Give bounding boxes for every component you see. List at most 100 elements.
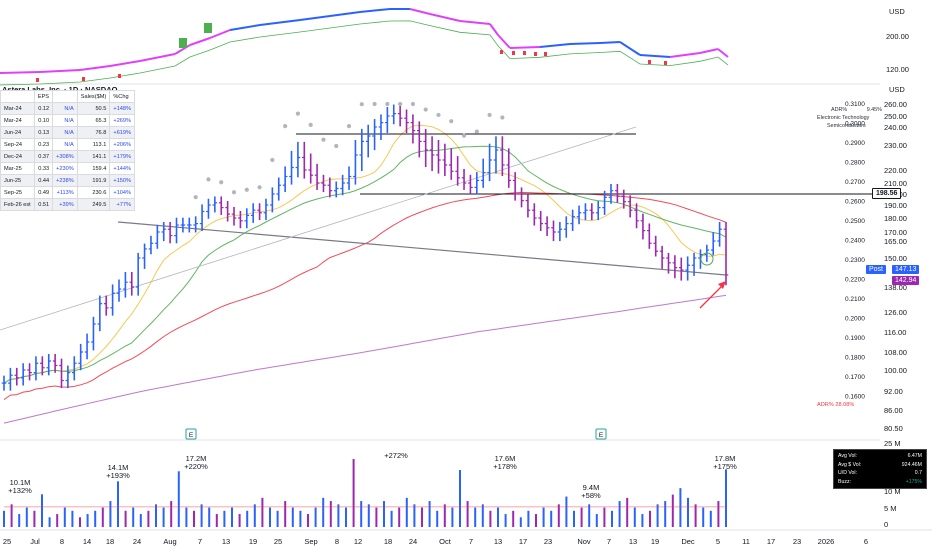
- price-tick: 210.00: [884, 179, 907, 188]
- rs-down-marker: [664, 61, 667, 65]
- time-tick: 25: [3, 537, 11, 546]
- arrow-annotation: [699, 281, 726, 309]
- time-tick: 19: [249, 537, 257, 546]
- volume-tick: 5 M: [884, 504, 897, 513]
- volume-label-value: 9.4M: [583, 483, 600, 492]
- time-tick: 14: [83, 537, 91, 546]
- table-cell: +104%: [109, 186, 135, 199]
- table-row: Mar-24 0.10 N/A 65.3 +269%: [0, 114, 135, 127]
- table-cell: N/A: [52, 102, 78, 115]
- volume-label-pct: +132%: [8, 486, 32, 495]
- rs-line-segment: [359, 8, 391, 13]
- rs-line-segment: [699, 48, 719, 54]
- rs-tick: 0.1700: [845, 374, 865, 381]
- table-row: Jun-24 0.13 N/A 76.8 +619%: [0, 126, 135, 139]
- rs-tick: 0.2600: [845, 199, 865, 206]
- time-tick: 8: [335, 537, 339, 546]
- signal-dot: [321, 137, 326, 142]
- table-header: EPS: [33, 90, 54, 103]
- table-cell: +179%: [109, 150, 135, 163]
- rs-ma-line: [0, 20, 729, 86]
- time-tick: Aug: [163, 537, 176, 546]
- table-cell: 113.1: [76, 138, 111, 151]
- rs-tick: 0.2900: [845, 140, 865, 147]
- price-tick: 220.00: [884, 166, 907, 175]
- table-cell: 0.33: [33, 162, 54, 175]
- table-cell: 0.10: [33, 114, 54, 127]
- rs-down-marker: [523, 51, 526, 55]
- volume-label-value: 17.6M: [495, 454, 516, 463]
- table-cell: 230.6: [76, 186, 111, 199]
- table-row: Jun-25 0.44 +238% 191.9 +150%: [0, 174, 135, 187]
- table-cell: Mar-24: [0, 102, 35, 115]
- volume-stat-row: Avg Vol: 6.47M: [838, 453, 922, 459]
- rs-line-segment: [189, 37, 211, 46]
- rs-line-segment: [569, 42, 601, 45]
- currency-top: USD: [889, 7, 905, 16]
- volume-label-pct: +272%: [384, 451, 408, 460]
- table-cell: 0.23: [33, 138, 54, 151]
- volume-stats-box: Avg Vol: 6.47M Avg $ Vol: 924.46M U/D Vol: 0.…: [833, 449, 927, 489]
- volume-stat-row: Avg $ Vol: 924.46M: [838, 461, 922, 468]
- rs-line-segment: [299, 15, 331, 21]
- volume-label-pct: +220%: [184, 462, 208, 471]
- time-tick: 23: [793, 537, 801, 546]
- table-row: Mar-24 0.12 N/A 50.5 +148%: [0, 102, 135, 115]
- price-tick: 260.00: [884, 100, 907, 109]
- signal-dot: [423, 107, 428, 112]
- time-tick: 25: [274, 537, 282, 546]
- ohlc-bars: [1, 104, 729, 391]
- volume-label-pct: +193%: [106, 471, 130, 480]
- chart-title: Astera Labs, Inc. · 1D · NASDAQ: [2, 85, 117, 94]
- rs-tick: 0.2000: [845, 316, 865, 323]
- signal-dot: [308, 122, 313, 127]
- table-row: Mar-25 0.33 +230% 159.4 +144%: [0, 162, 135, 175]
- volume-bars: [3, 458, 727, 527]
- signal-dot: [283, 124, 288, 129]
- signal-dot: [346, 124, 352, 129]
- table-cell: +238%: [52, 174, 78, 187]
- time-tick: 6: [864, 537, 868, 546]
- price-tick: 92.00: [884, 387, 903, 396]
- ma-21-line: [3, 145, 727, 384]
- rs-down-marker: [118, 74, 121, 78]
- time-tick: 7: [607, 537, 611, 546]
- table-cell: Sep-25: [0, 186, 35, 199]
- table-cell: +269%: [109, 114, 135, 127]
- rs-new-high-marker: [204, 23, 212, 33]
- rs-line-segment: [409, 8, 431, 15]
- adr-bottom: ADR% 28.08%: [817, 402, 855, 408]
- rs-down-marker: [544, 52, 547, 56]
- volume-label-pct: +58%: [581, 491, 601, 500]
- rs-down-marker: [534, 52, 537, 56]
- price-tick: 86.00: [884, 406, 903, 415]
- currency-main: USD: [889, 85, 905, 94]
- time-tick: 7: [198, 537, 202, 546]
- table-cell: 50.5: [76, 102, 111, 115]
- price-tick: 138.00: [884, 283, 907, 292]
- price-tick: 240.00: [884, 123, 907, 132]
- table-cell: N/A: [52, 138, 78, 151]
- table-cell: 0.51: [33, 198, 54, 211]
- price-tick: 170.00: [884, 228, 907, 237]
- table-header: [52, 90, 78, 103]
- time-tick: 19: [651, 537, 659, 546]
- table-header: Sales($M): [76, 90, 111, 103]
- rs-down-marker: [648, 60, 651, 64]
- table-cell: +150%: [109, 174, 135, 187]
- time-tick: Sep: [304, 537, 317, 546]
- table-cell: N/A: [52, 114, 78, 127]
- rs-markers-top: [36, 23, 667, 82]
- table-cell: 0.12: [33, 102, 54, 115]
- table-cell: 0.44: [33, 174, 54, 187]
- time-tick: 13: [222, 537, 230, 546]
- table-row: Dec-24 0.37 +308% 141.1 +179%: [0, 150, 135, 163]
- signal-dot: [219, 180, 224, 185]
- rs-line-segment: [509, 46, 541, 49]
- table-cell: 141.1: [76, 150, 111, 163]
- post-price-tag: 147.13: [892, 265, 920, 274]
- table-cell: Jun-24: [0, 126, 35, 139]
- signal-dot: [244, 187, 249, 192]
- time-axis: 25 Jul 8 14 18 24 Aug 7 13 19 25 Sep 8 12 18 24 Oct 7 13 17…: [3, 537, 868, 546]
